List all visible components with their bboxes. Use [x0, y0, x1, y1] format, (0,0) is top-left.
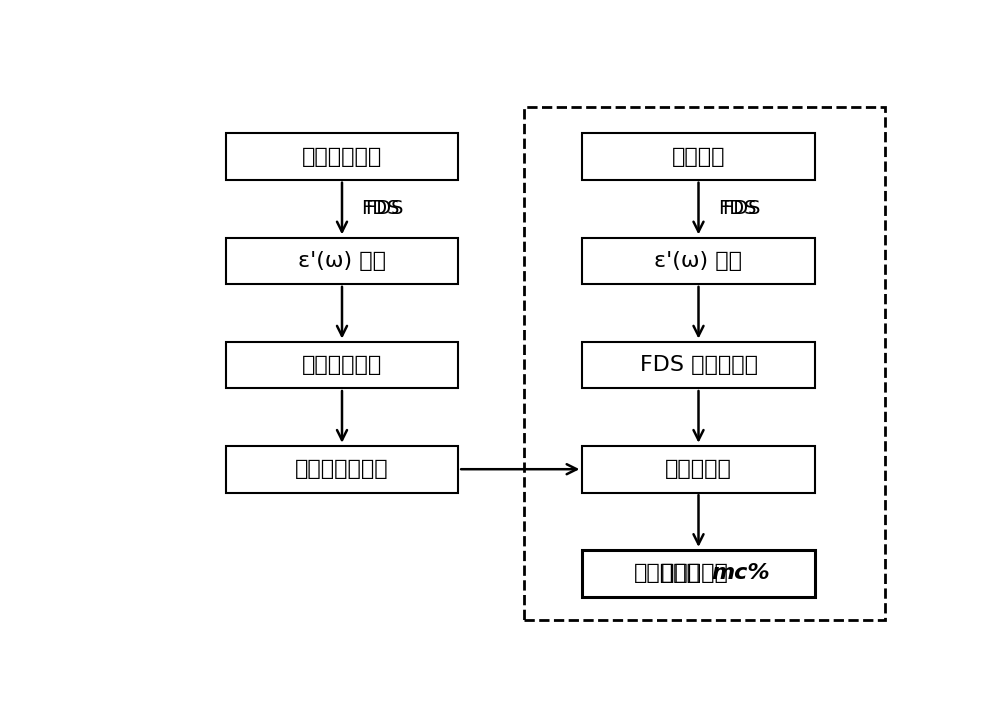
Text: FDS: FDS	[361, 199, 400, 218]
Text: 评估水分值: 评估水分值	[661, 563, 736, 583]
FancyBboxPatch shape	[226, 342, 458, 388]
Text: 评估水分值: 评估水分值	[634, 563, 701, 583]
Text: ε'(ω) 曲线: ε'(ω) 曲线	[654, 251, 742, 271]
Text: 指数衰减模型: 指数衰减模型	[302, 355, 382, 375]
FancyBboxPatch shape	[582, 446, 815, 493]
Text: 制备实验样本: 制备实验样本	[302, 147, 382, 167]
FancyBboxPatch shape	[582, 550, 815, 597]
Text: 待测样本: 待测样本	[672, 147, 725, 167]
Text: ε'(ω) 曲线: ε'(ω) 曲线	[298, 251, 386, 271]
Text: FDS: FDS	[718, 199, 756, 218]
FancyBboxPatch shape	[582, 133, 815, 180]
FancyBboxPatch shape	[582, 238, 815, 284]
Text: FDS 模拟曲线库: FDS 模拟曲线库	[640, 355, 758, 375]
Text: 拟合参数的提取: 拟合参数的提取	[295, 459, 389, 479]
FancyBboxPatch shape	[226, 446, 458, 493]
Text: FDS: FDS	[365, 199, 404, 218]
FancyBboxPatch shape	[226, 238, 458, 284]
FancyBboxPatch shape	[226, 133, 458, 180]
Text: mc%: mc%	[712, 563, 770, 583]
Text: FDS: FDS	[722, 199, 760, 218]
Text: 贴近度法则: 贴近度法则	[665, 459, 732, 479]
FancyBboxPatch shape	[582, 342, 815, 388]
